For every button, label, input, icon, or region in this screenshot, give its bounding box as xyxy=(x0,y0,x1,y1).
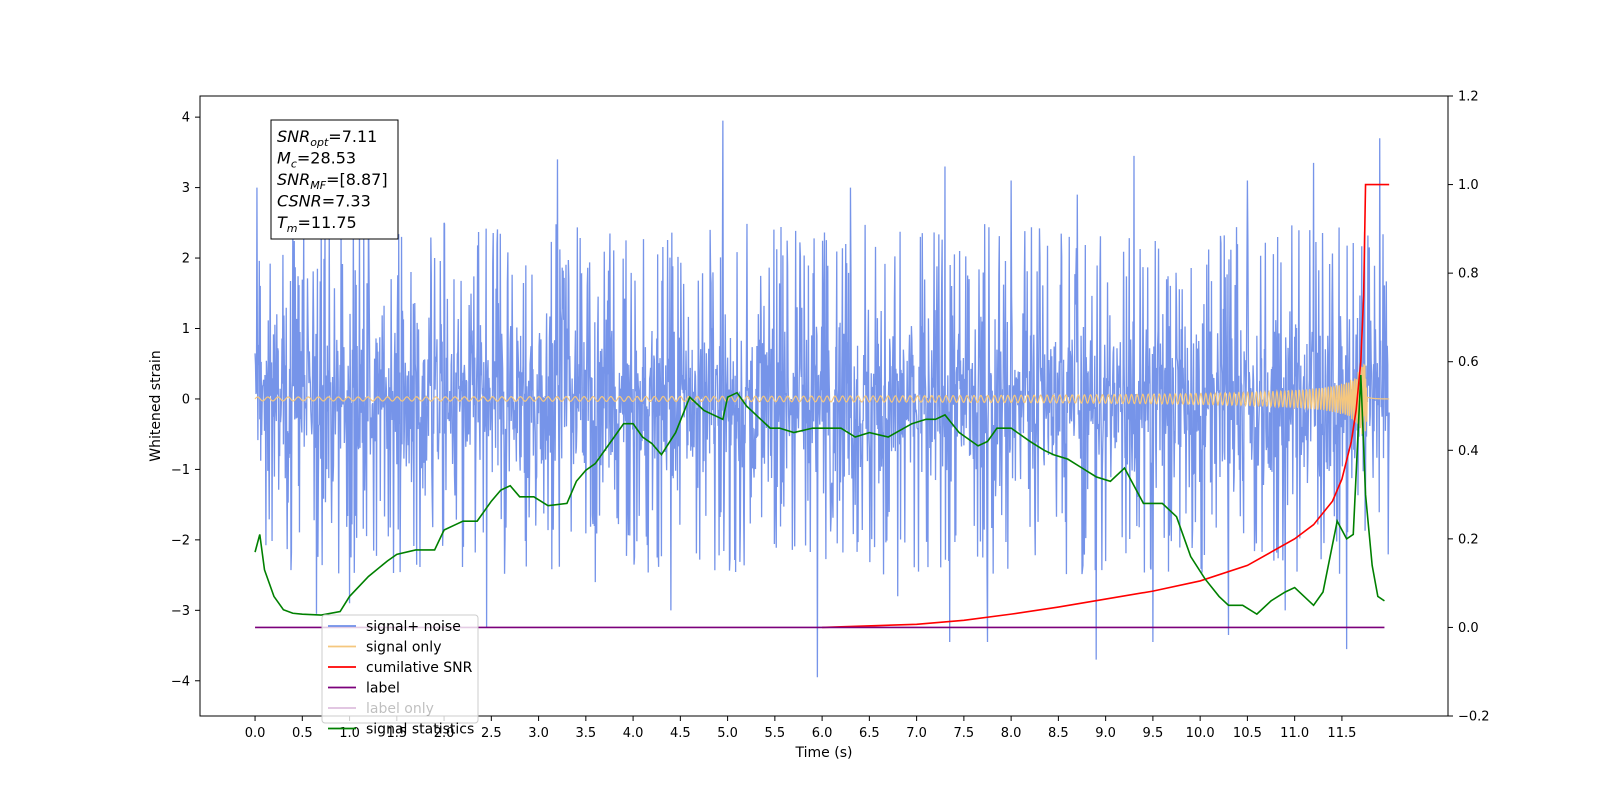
y-tick-label: −2 xyxy=(171,533,190,548)
y-tick-label: −3 xyxy=(171,604,190,619)
x-tick-label: 4.5 xyxy=(670,726,691,741)
x-tick-label: 5.0 xyxy=(717,726,738,741)
annotation-frame xyxy=(270,119,399,240)
series-line xyxy=(822,183,1390,629)
y2-tick-label: 0.0 xyxy=(1458,621,1479,636)
legend-frame xyxy=(321,614,479,724)
y-tick-label: 0 xyxy=(182,392,190,407)
x-tick-label: 4.0 xyxy=(623,726,644,741)
x-tick-label: 10.0 xyxy=(1186,726,1215,741)
annotation-symbol: SNR xyxy=(277,127,310,146)
annotation-symbol: M xyxy=(277,149,291,168)
y2-tick-label: 0.2 xyxy=(1458,532,1479,547)
annotation-subscript: c xyxy=(291,158,297,171)
series-signal-noise xyxy=(254,120,1390,678)
x-tick-label: 8.5 xyxy=(1048,726,1069,741)
y2-tick-label: −0.2 xyxy=(1458,710,1490,725)
annotation-value: =[8.87] xyxy=(326,170,388,189)
annotation-line: SNRMF=[8.87] xyxy=(277,170,388,192)
annotation-value: =7.33 xyxy=(322,192,371,211)
y-tick-label: 4 xyxy=(182,111,190,126)
legend-label: label only xyxy=(366,701,434,717)
series-signal-only xyxy=(254,363,1390,435)
annotation-line: SNRopt=7.11 xyxy=(277,127,377,149)
x-tick-label: 11.0 xyxy=(1280,726,1309,741)
legend-label: cumilative SNR xyxy=(366,660,473,676)
axes-frame xyxy=(199,95,1449,717)
annotation-line: CSNR=7.33 xyxy=(277,192,371,211)
x-tick-label: 1.5 xyxy=(386,726,407,741)
x-tick-label: 9.5 xyxy=(1143,726,1164,741)
x-tick-label: 7.0 xyxy=(906,726,927,741)
legend-label: label xyxy=(366,681,400,697)
x-tick-label: 0.5 xyxy=(292,726,313,741)
x-tick-label: 11.5 xyxy=(1327,726,1356,741)
y2-tick-label: 0.4 xyxy=(1458,444,1479,459)
legend-label: signal only xyxy=(366,640,441,656)
series-cumilative-snr xyxy=(822,183,1390,629)
x-tick-label: 1.0 xyxy=(339,726,360,741)
annotation-value: =28.53 xyxy=(297,149,356,168)
y-tick-label: 2 xyxy=(182,252,190,267)
annotation-line: Mc=28.53 xyxy=(277,149,356,171)
annotation-symbol: T xyxy=(277,213,288,232)
annotation-subscript: opt xyxy=(310,136,329,149)
x-tick-label: 3.0 xyxy=(528,726,549,741)
x-tick-label: 2.5 xyxy=(481,726,502,741)
annotation-symbol: CSNR xyxy=(277,192,322,211)
y-tick-label: −4 xyxy=(171,674,190,689)
x-tick-label: 2.0 xyxy=(434,726,455,741)
annotation-value: =11.75 xyxy=(298,213,357,232)
axes: 0.0 0.5 1.0 1.5 2.0 2.5 3.0 3.5 4.0 4.5 5.0 5.5 6.0 6… xyxy=(171,90,1490,742)
legend-label: signal+ noise xyxy=(366,619,461,635)
x-tick-label: 6.0 xyxy=(812,726,833,741)
annotation-subscript: MF xyxy=(310,179,326,192)
y2-tick-label: 1.0 xyxy=(1458,178,1479,193)
y-tick-label: 3 xyxy=(182,181,190,196)
x-tick-label: 6.5 xyxy=(859,726,880,741)
y-tick-label: 1 xyxy=(182,322,190,337)
x-tick-label: 3.5 xyxy=(575,726,596,741)
annotation-line: Tm=11.75 xyxy=(277,213,357,235)
x-tick-label: 0.0 xyxy=(245,726,266,741)
legend[interactable]: signal+ noise signal only cumilative SNR la… xyxy=(321,614,479,738)
y2-tick-label: 0.8 xyxy=(1458,267,1479,282)
x-axis-label: Time (s) xyxy=(795,745,853,761)
annotation-box: SNRopt=7.11Mc=28.53SNRMF=[8.87]CSNR=7.33… xyxy=(270,119,399,240)
noise-trace xyxy=(254,120,1390,678)
signal-trace xyxy=(254,363,1390,435)
annotation-subscript: m xyxy=(287,222,298,235)
y2-tick-label: 1.2 xyxy=(1458,90,1479,105)
series-line xyxy=(254,374,1385,616)
y2-tick-label: 0.6 xyxy=(1458,355,1479,370)
annotation-symbol: SNR xyxy=(277,170,310,189)
y-axis-label: Whitened strain xyxy=(148,350,164,461)
series-signal-statistics xyxy=(254,374,1385,616)
x-tick-label: 5.5 xyxy=(765,726,786,741)
x-tick-label: 9.0 xyxy=(1095,726,1116,741)
x-tick-label: 8.0 xyxy=(1001,726,1022,741)
x-tick-label: 10.5 xyxy=(1233,726,1262,741)
y-tick-label: −1 xyxy=(171,463,190,478)
annotation-value: =7.11 xyxy=(328,127,377,146)
legend-label: signal statistics xyxy=(366,722,474,738)
x-tick-label: 7.5 xyxy=(954,726,975,741)
